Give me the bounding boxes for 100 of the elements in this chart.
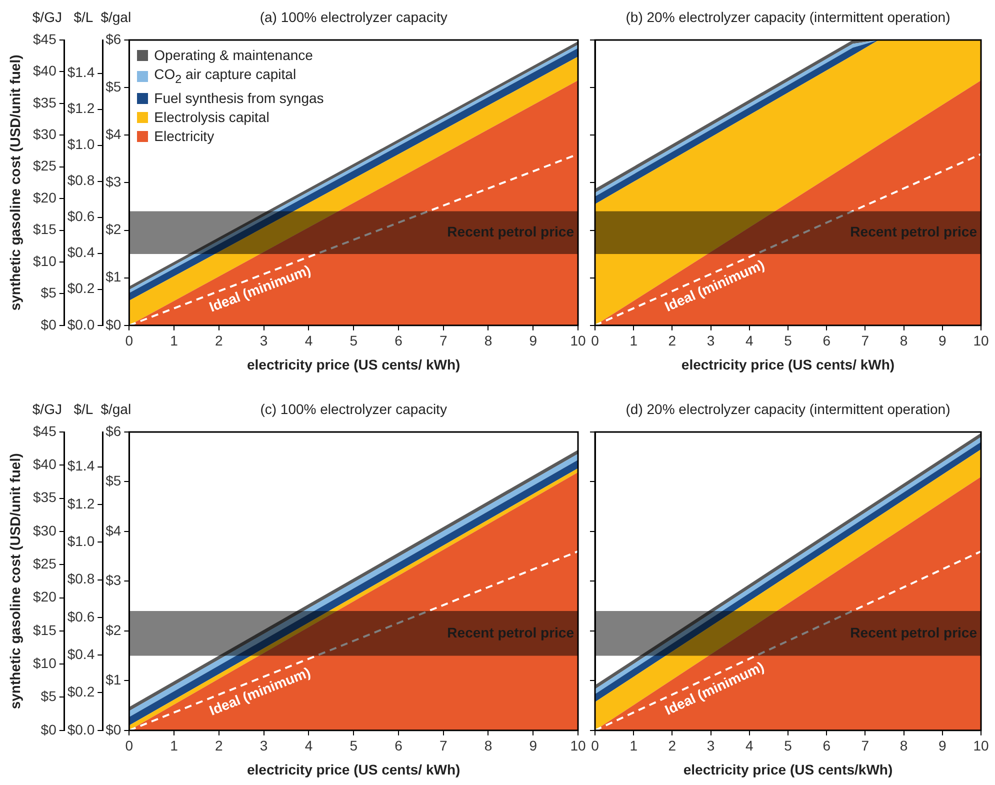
y2-tick-label: $0.2 [67, 280, 95, 296]
x-tick-label: 9 [529, 332, 538, 349]
y2-tick-label: $0.8 [67, 172, 95, 188]
y-tick-label: $1 [106, 268, 122, 285]
legend-label: CO$_{2}$ air capture capital [154, 65, 296, 88]
x-tick-label: 8 [900, 332, 908, 349]
x-tick-label: 9 [938, 738, 946, 754]
x-tick-label: 6 [822, 332, 831, 349]
x-tick-label: 5 [350, 332, 358, 349]
legend-label: Electrolysis capital [154, 108, 270, 127]
x-tick-label: 3 [260, 332, 268, 349]
y-tick-label: $0 [106, 721, 122, 738]
x-axis-title: electricity price (US cents/ kWh) [246, 761, 460, 778]
chart-title: (a) 100% electrolyzer capacity [260, 9, 448, 25]
x-tick-label: 6 [394, 738, 403, 754]
y3-tick-label: $30 [33, 522, 57, 538]
y-tick-label: $6 [106, 30, 122, 47]
legend-label: Electricity [154, 126, 214, 146]
x-tick-label: 7 [861, 738, 870, 754]
y2-tick-label: $1.2 [67, 100, 95, 116]
y2-tick-label: $0.0 [67, 316, 95, 332]
x-tick-label: 1 [630, 738, 638, 754]
y3-tick-label: $40 [33, 62, 57, 79]
chart-title: (b) 20% electrolyzer capacity (intermittent operation) [626, 9, 950, 25]
y3-axis-title: $/GJ [32, 401, 62, 417]
x-tick-label: 7 [439, 332, 448, 349]
y2-tick-label: $0.6 [67, 208, 95, 224]
x-tick-label: 4 [746, 332, 754, 349]
y3-tick-label: $20 [33, 588, 57, 605]
x-tick-label: 10 [570, 738, 586, 754]
band-label: Recent petrol price [447, 224, 574, 240]
y2-axis-title: $/L [74, 401, 94, 417]
y3-tick-label: $30 [33, 126, 57, 142]
y2-axis-title: $/L [74, 9, 94, 25]
y2-tick-label: $1.4 [67, 458, 95, 474]
x-tick-label: 6 [394, 332, 403, 349]
y-tick-label: $2 [106, 622, 122, 638]
y3-tick-label: $5 [40, 284, 57, 301]
band-label: Recent petrol price [850, 224, 978, 240]
x-tick-label: 8 [900, 738, 908, 754]
x-tick-label: 3 [706, 332, 715, 349]
y3-tick-label: $45 [33, 422, 57, 439]
x-tick-label: 7 [861, 332, 870, 349]
y-axis-title: $/gal [100, 9, 132, 25]
x-tick-label: 10 [973, 332, 989, 349]
y-tick-label: $4 [106, 522, 122, 538]
band-label: Recent petrol price [850, 624, 978, 640]
x-tick-label: 4 [304, 738, 313, 754]
y3-tick-label: $25 [33, 158, 57, 174]
y3-tick-label: $45 [33, 30, 57, 47]
x-axis-title: electricity price (US cents/kWh) [683, 761, 893, 778]
band-label: Recent petrol price [447, 624, 574, 640]
x-tick-label: 0 [591, 738, 600, 754]
y3-tick-label: $0 [40, 721, 57, 738]
x-tick-label: 2 [668, 738, 676, 754]
y3-tick-label: $15 [33, 622, 57, 638]
y3-tick-label: $40 [33, 456, 57, 472]
y3-tick-label: $10 [33, 654, 57, 671]
y2-tick-label: $0.6 [67, 608, 95, 624]
y-axis-title: $/gal [100, 401, 132, 417]
x-tick-label: 1 [170, 332, 178, 349]
x-tick-label: 2 [215, 332, 224, 349]
y2-tick-label: $1.0 [67, 136, 95, 152]
chart-title: (c) 100% electrolyzer capacity [260, 401, 447, 417]
x-tick-label: 2 [668, 332, 676, 349]
x-axis-title: electricity price (US cents/ kWh) [246, 356, 460, 372]
x-tick-label: 3 [260, 738, 268, 754]
x-tick-label: 4 [304, 332, 313, 349]
x-tick-label: 9 [529, 738, 538, 754]
y2-tick-label: $0.4 [67, 244, 95, 260]
y2-tick-label: $0.0 [67, 721, 95, 738]
y2-tick-label: $1.4 [67, 64, 95, 80]
x-tick-label: 8 [484, 738, 492, 754]
chart-title: (d) 20% electrolyzer capacity (intermittent operation) [626, 401, 950, 417]
y2-tick-label: $0.4 [67, 646, 95, 662]
y3-tick-label: $35 [33, 94, 57, 110]
y3-tick-label: $15 [33, 221, 57, 238]
x-tick-label: 2 [215, 738, 224, 754]
y3-tick-label: $0 [40, 316, 57, 332]
x-tick-label: 9 [938, 332, 946, 349]
legend-label: Operating & maintenance [154, 46, 313, 65]
y-tick-label: $5 [106, 472, 122, 489]
y-tick-label: $3 [106, 174, 122, 190]
y2-tick-label: $1.2 [67, 495, 95, 512]
x-tick-label: 0 [125, 738, 134, 754]
x-tick-label: 4 [746, 738, 754, 754]
y3-tick-label: $35 [33, 489, 57, 506]
text: synthetic gasoline cost (USD/unit fuel) [6, 54, 23, 311]
x-axis-title: electricity price (US cents/ kWh) [681, 356, 895, 372]
y3-tick-label: $10 [33, 252, 57, 269]
x-tick-label: 6 [822, 738, 831, 754]
legend-label: Fuel synthesis from syngas [154, 88, 324, 108]
y-tick-label: $2 [106, 221, 122, 238]
x-tick-label: 8 [484, 332, 492, 349]
y3-tick-label: $5 [40, 688, 57, 704]
y-tick-label: $0 [106, 316, 122, 332]
x-tick-label: 0 [125, 332, 134, 349]
y-tick-label: $4 [106, 126, 122, 142]
x-tick-label: 10 [570, 332, 586, 349]
x-tick-label: 7 [439, 738, 448, 754]
